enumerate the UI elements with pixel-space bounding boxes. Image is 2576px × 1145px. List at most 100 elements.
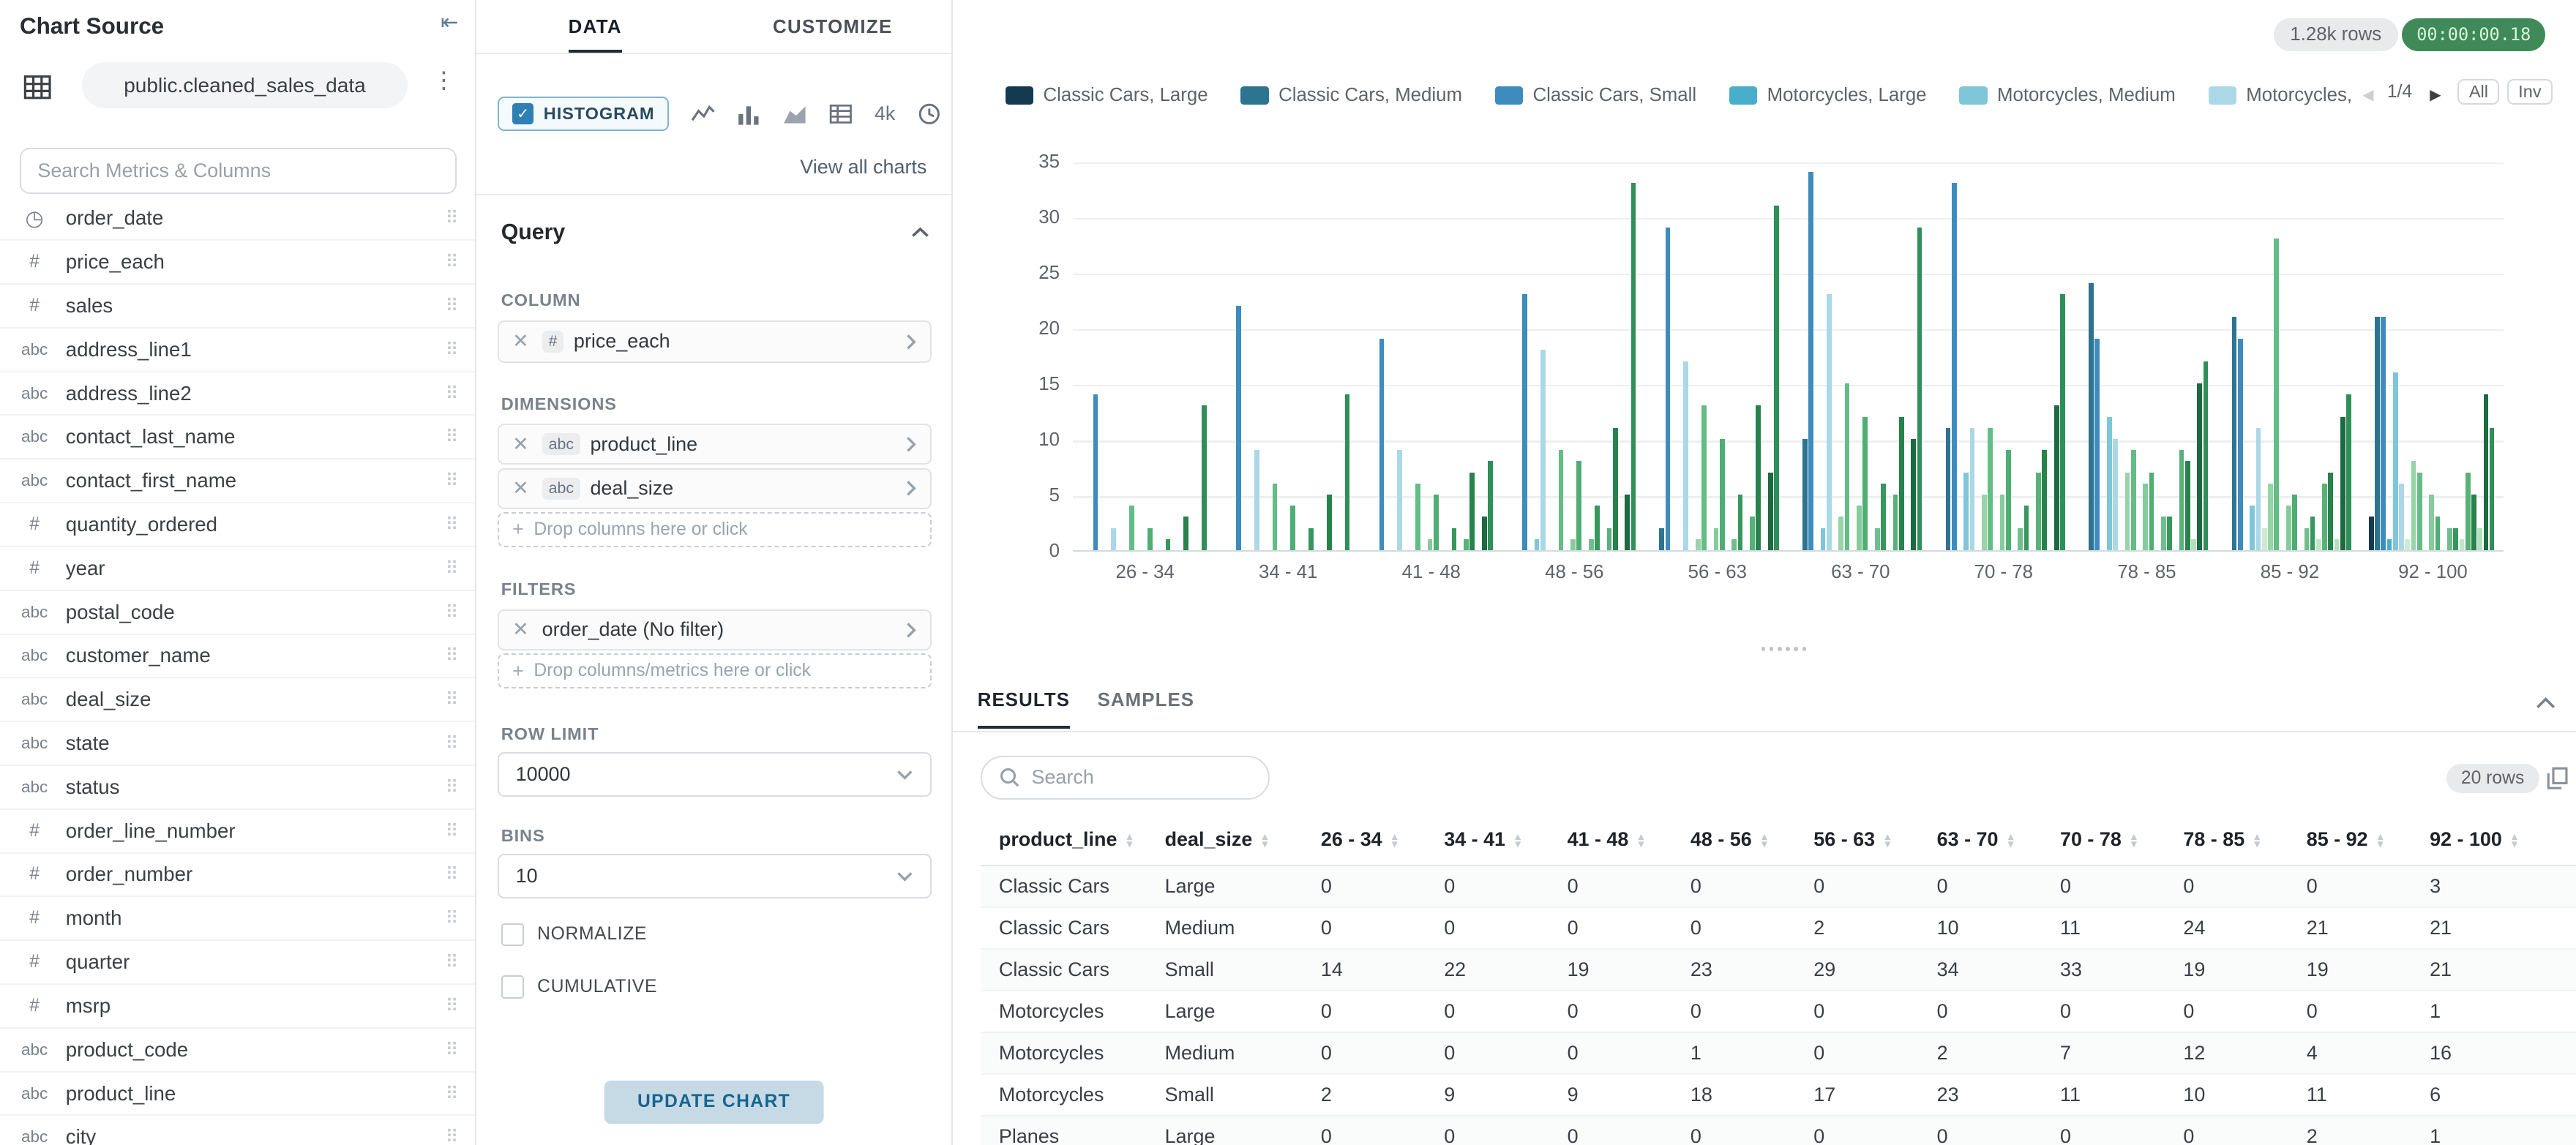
remove-icon[interactable]: ✕ [512,432,529,455]
column-list-item[interactable]: abc product_line ⠿ [0,1073,476,1116]
bins-select[interactable]: 10 [498,854,932,898]
results-search[interactable] [981,755,1270,800]
collapse-results-icon[interactable] [2535,686,2556,717]
column-list-item[interactable]: # order_number ⠿ [0,854,476,898]
remove-icon[interactable]: ✕ [512,330,529,353]
legend-item[interactable]: Motorcycles, Small [2208,85,2356,106]
chevron-right-icon[interactable] [905,333,917,351]
legend-next-icon[interactable]: ▶ [2430,86,2441,103]
column-header[interactable]: 70 - 78 ▴ ▾ [2053,814,2177,867]
column-list-item[interactable]: abc customer_name ⠿ [0,635,476,679]
panel-resize-handle[interactable] [1761,647,1807,652]
column-list-item[interactable]: # sales ⠿ [0,285,476,329]
drag-handle-icon[interactable]: ⠿ [445,471,459,492]
legend-item[interactable]: Classic Cars, Large [1005,85,1208,106]
column-list-item[interactable]: abc address_line2 ⠿ [0,372,476,416]
legend-item[interactable]: Classic Cars, Small [1494,85,1696,106]
column-header[interactable]: 56 - 63 ▴ ▾ [1807,814,1931,867]
column-header[interactable]: 92 - 100 ▴ ▾ [2423,814,2547,867]
drag-handle-icon[interactable]: ⠿ [445,909,459,929]
tab-results[interactable]: RESULTS [977,690,1071,729]
query-section-header[interactable]: Query [501,220,930,245]
drag-handle-icon[interactable]: ⠿ [445,734,459,754]
drag-handle-icon[interactable]: ⠿ [445,558,459,579]
column-list-item[interactable]: abc city ⠿ [0,1116,475,1144]
column-list-item[interactable]: # price_each ⠿ [0,241,476,285]
column-header[interactable]: deal_size ▴ ▾ [1158,814,1314,867]
drag-handle-icon[interactable]: ⠿ [445,865,459,885]
chevron-right-icon[interactable] [905,435,917,454]
column-header[interactable]: product_line ▴ ▾ [981,814,1158,867]
remove-icon[interactable]: ✕ [512,618,529,641]
column-header[interactable]: 26 - 34 ▴ ▾ [1314,814,1438,867]
dimensions-dropzone[interactable]: + Drop columns here or click [498,512,932,547]
checkbox-icon[interactable] [501,923,525,947]
column-list-item[interactable]: # quantity_ordered ⠿ [0,503,476,547]
drag-handle-icon[interactable]: ⠿ [445,383,459,404]
dimension-chip[interactable]: ✕ abc product_line [498,424,932,465]
legend-item[interactable]: Motorcycles, Large [1729,85,1927,106]
drag-handle-icon[interactable]: ⠿ [445,690,459,710]
column-list-item[interactable]: ◷ order_date ⠿ [0,197,476,241]
drag-handle-icon[interactable]: ⠿ [445,427,459,448]
column-list-item[interactable]: abc address_line1 ⠿ [0,329,476,372]
drag-handle-icon[interactable]: ⠿ [445,953,459,973]
legend-all-button[interactable]: All [2457,78,2500,105]
columns-search-input[interactable] [19,148,457,194]
column-header[interactable]: 41 - 48 ▴ ▾ [1560,814,1684,867]
time-chart-icon[interactable] [917,102,942,127]
table-chart-icon[interactable] [828,102,853,127]
chevron-right-icon[interactable] [905,479,917,498]
drag-handle-icon[interactable]: ⠿ [445,1040,459,1060]
drag-handle-icon[interactable]: ⠿ [445,996,459,1016]
column-list-item[interactable]: abc status ⠿ [0,766,476,810]
column-chip[interactable]: ✕ # price_each [498,320,932,364]
drag-handle-icon[interactable]: ⠿ [445,209,459,229]
drag-handle-icon[interactable]: ⠿ [445,252,459,273]
column-header[interactable]: 34 - 41 ▴ ▾ [1437,814,1561,867]
tab-customize[interactable]: CUSTOMIZE [773,16,893,37]
drag-handle-icon[interactable]: ⠿ [445,1127,459,1145]
dataset-name[interactable]: public.cleaned_sales_data [82,62,408,109]
line-chart-icon[interactable] [691,102,716,127]
collapse-panel-icon[interactable]: ⇤ [441,11,459,35]
legend-prev-icon[interactable]: ◀ [2362,86,2374,103]
tab-data[interactable]: DATA [476,0,714,53]
legend-item[interactable]: Motorcycles, Medium [1959,85,2176,106]
remove-icon[interactable]: ✕ [512,477,529,500]
viz-type-histogram[interactable]: ✓ HISTOGRAM [498,97,670,132]
results-search-input[interactable] [1031,766,1229,789]
update-chart-button[interactable]: UPDATE CHART [604,1081,824,1124]
column-list-item[interactable]: abc contact_first_name ⠿ [0,459,476,504]
row-limit-select[interactable]: 10000 [498,752,932,797]
column-header[interactable]: 63 - 70 ▴ ▾ [1930,814,2054,867]
column-list-item[interactable]: abc contact_last_name ⠿ [0,416,476,460]
drag-handle-icon[interactable]: ⠿ [445,646,459,667]
copy-icon[interactable] [2547,765,2568,796]
legend-item[interactable]: Classic Cars, Medium [1240,85,1462,106]
column-list-item[interactable]: # order_line_number ⠿ [0,810,476,854]
checkbox-icon[interactable] [501,975,525,999]
dataset-more-icon[interactable]: ⋮ [432,67,456,94]
column-header[interactable]: 85 - 92 ▴ ▾ [2299,814,2424,867]
drag-handle-icon[interactable]: ⠿ [445,777,459,797]
tab-samples[interactable]: SAMPLES [1097,689,1195,710]
legend-inv-button[interactable]: Inv [2506,78,2553,105]
bar-chart-icon[interactable] [736,102,761,127]
column-list-item[interactable]: # msrp ⠿ [0,985,476,1029]
column-list-item[interactable]: abc deal_size ⠿ [0,678,476,723]
column-list-item[interactable]: # month ⠿ [0,897,476,942]
4k-chart-icon[interactable]: 4k [874,102,896,125]
dimension-chip[interactable]: ✕ abc deal_size [498,468,932,509]
drag-handle-icon[interactable]: ⠿ [445,339,459,360]
cumulative-checkbox[interactable]: CUMULATIVE [501,975,657,999]
area-chart-icon[interactable] [782,102,807,127]
column-list-item[interactable]: abc state ⠿ [0,722,476,766]
column-list-item[interactable]: abc postal_code ⠿ [0,591,476,635]
column-header[interactable]: 78 - 85 ▴ ▾ [2176,814,2300,867]
view-all-charts-link[interactable]: View all charts [800,156,927,179]
normalize-checkbox[interactable]: NORMALIZE [501,923,647,947]
filters-dropzone[interactable]: + Drop columns/metrics here or click [498,653,932,688]
column-list-item[interactable]: # year ⠿ [0,547,476,591]
drag-handle-icon[interactable]: ⠿ [445,821,459,841]
